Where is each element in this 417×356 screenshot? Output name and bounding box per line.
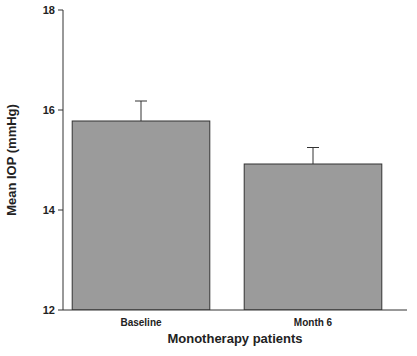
x-axis: [63, 310, 407, 311]
y-axis-label: Mean IOP (mmHg): [4, 104, 19, 216]
x-tick-label: Month 6: [294, 317, 333, 328]
error-cap: [135, 101, 147, 102]
y-tick-label: 16: [43, 104, 55, 116]
chart: Baseline Month 6 12 14 16 18 Mean IOP (mmHg) Mo…: [0, 0, 417, 356]
error-bar: [135, 101, 147, 121]
error-bar: [307, 148, 319, 165]
y-tick: [58, 210, 63, 211]
y-tick: [58, 310, 63, 311]
y-tick-label: 18: [43, 4, 55, 16]
x-axis-label: Monotherapy patients: [167, 331, 302, 346]
y-axis: [63, 10, 64, 310]
y-tick: [58, 10, 63, 11]
error-line: [313, 148, 314, 165]
bar: [244, 164, 382, 310]
error-line: [141, 101, 142, 121]
x-tick-label: Baseline: [120, 317, 162, 328]
y-tick-label: 12: [43, 304, 55, 316]
y-tick-label: 14: [43, 204, 56, 216]
y-tick: [58, 110, 63, 111]
bar: [72, 121, 210, 310]
error-cap: [307, 147, 319, 148]
plot-area: [72, 101, 382, 310]
